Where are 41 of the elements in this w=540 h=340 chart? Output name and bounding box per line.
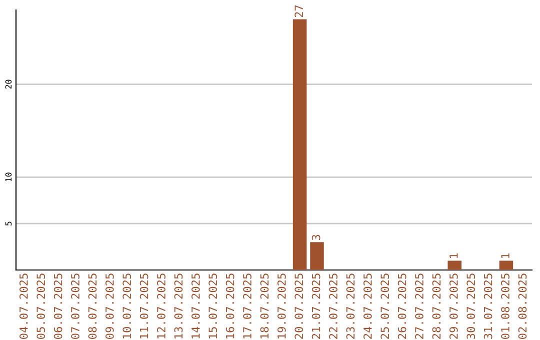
x-tick-label: 09.07.2025 <box>105 274 114 339</box>
x-tick-label: 18.07.2025 <box>260 274 269 338</box>
bar <box>310 242 324 270</box>
x-tick-label: 25.07.2025 <box>380 274 390 339</box>
bar <box>499 260 514 270</box>
x-tick-label: 21.07.2025 <box>312 274 320 339</box>
x-tick-label: 16.07.2025 <box>226 274 234 338</box>
x-tick-label: 30.07.2025 <box>466 274 476 339</box>
x-tick-label: 12.07.2025 <box>157 274 166 338</box>
x-tick-label: 13.07.2025 <box>174 274 183 338</box>
x-tick-label: 22.07.2025 <box>329 274 338 339</box>
y-tick-label: 10 <box>5 172 12 182</box>
bar <box>292 19 307 270</box>
x-tick-label: 19.07.2025 <box>277 274 286 338</box>
x-tick-label: 23.07.2025 <box>346 274 355 339</box>
data-label: 1 <box>501 253 510 258</box>
x-tick-label: 24.07.2025 <box>363 274 372 339</box>
x-tick-label: 02.08.2025 <box>518 274 527 339</box>
x-tick-label: 10.07.2025 <box>122 274 132 338</box>
x-tick-label: 07.07.2025 <box>71 274 80 339</box>
x-tick-label: 14.07.2025 <box>191 274 200 338</box>
x-tick-label: 28.07.2025 <box>432 274 441 339</box>
x-tick-label: 29.07.2025 <box>449 274 458 339</box>
x-tick-label: 06.07.2025 <box>54 274 62 339</box>
x-tick-label: 27.07.2025 <box>415 274 424 339</box>
x-tick-label: 17.07.2025 <box>243 274 252 338</box>
x-tick-label: 15.07.2025 <box>208 274 218 338</box>
x-tick-label: 04.07.2025 <box>19 274 28 339</box>
y-tick-label: 5 <box>5 222 12 226</box>
data-label: 3 <box>312 234 320 240</box>
y-tick-label: 20 <box>5 80 12 89</box>
x-tick-label: 20.07.2025 <box>294 274 304 339</box>
x-tick-label: 08.07.2025 <box>88 274 97 339</box>
x-tick-label: 26.07.2025 <box>398 274 406 339</box>
x-tick-label: 11.07.2025 <box>140 274 148 338</box>
x-tick-label: 01.08.2025 <box>501 274 510 339</box>
x-tick-label: 05.07.2025 <box>36 274 46 339</box>
data-label: 27 <box>294 5 303 18</box>
bar <box>448 260 462 270</box>
data-label: 1 <box>450 253 458 258</box>
x-tick-label: 31.07.2025 <box>484 274 492 339</box>
